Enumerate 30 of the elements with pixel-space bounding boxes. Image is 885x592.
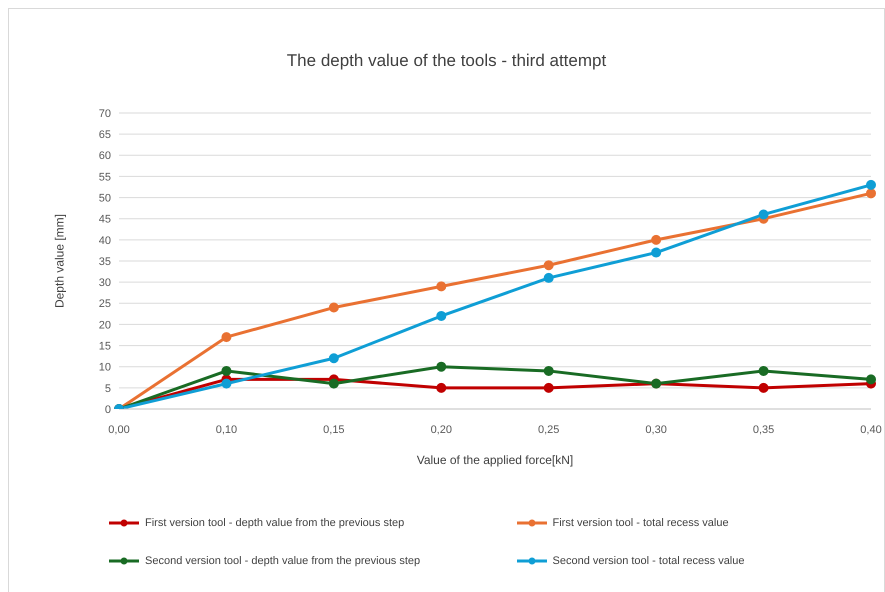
x-tick-label: 0,40 xyxy=(860,424,882,436)
x-tick-label: 0,15 xyxy=(323,424,345,436)
y-tick-label: 65 xyxy=(98,129,111,142)
x-tick-label: 0,10 xyxy=(216,424,238,436)
y-tick-label: 45 xyxy=(98,214,111,226)
x-tick-label: 0,20 xyxy=(430,424,452,436)
legend-label: Second version tool - depth value from the previous step xyxy=(145,555,420,567)
y-tick-label: 30 xyxy=(98,277,111,290)
x-tick-label: 0,30 xyxy=(645,424,667,436)
y-tick-label: 10 xyxy=(98,362,111,374)
x-axis-title: Value of the applied force[kN] xyxy=(416,453,574,467)
chart-title: The depth value of the tools - third attempt xyxy=(286,51,608,71)
y-tick-label: 60 xyxy=(98,150,111,162)
y-tick-label: 70 xyxy=(98,108,111,120)
legend-label: First version tool - total recess value xyxy=(552,517,729,529)
x-tick-label: 0,25 xyxy=(538,424,560,436)
y-tick-label: 40 xyxy=(98,234,111,247)
y-tick-label: 15 xyxy=(98,340,111,352)
y-tick-label: 35 xyxy=(98,256,111,268)
y-tick-label: 20 xyxy=(98,319,111,332)
y-tick-label: 0 xyxy=(104,404,111,416)
y-tick-label: 5 xyxy=(104,382,111,395)
x-tick-label: 0,35 xyxy=(752,424,774,436)
y-tick-label: 25 xyxy=(98,298,111,310)
y-axis-title: Depth value [mm] xyxy=(52,214,66,308)
y-tick-label: 50 xyxy=(98,192,111,204)
legend-label: First version tool - depth value from the previous step xyxy=(145,517,404,529)
x-tick-label: 0,00 xyxy=(108,424,130,436)
legend-label: Second version tool - total recess value xyxy=(552,555,744,567)
y-tick-label: 55 xyxy=(98,171,111,184)
